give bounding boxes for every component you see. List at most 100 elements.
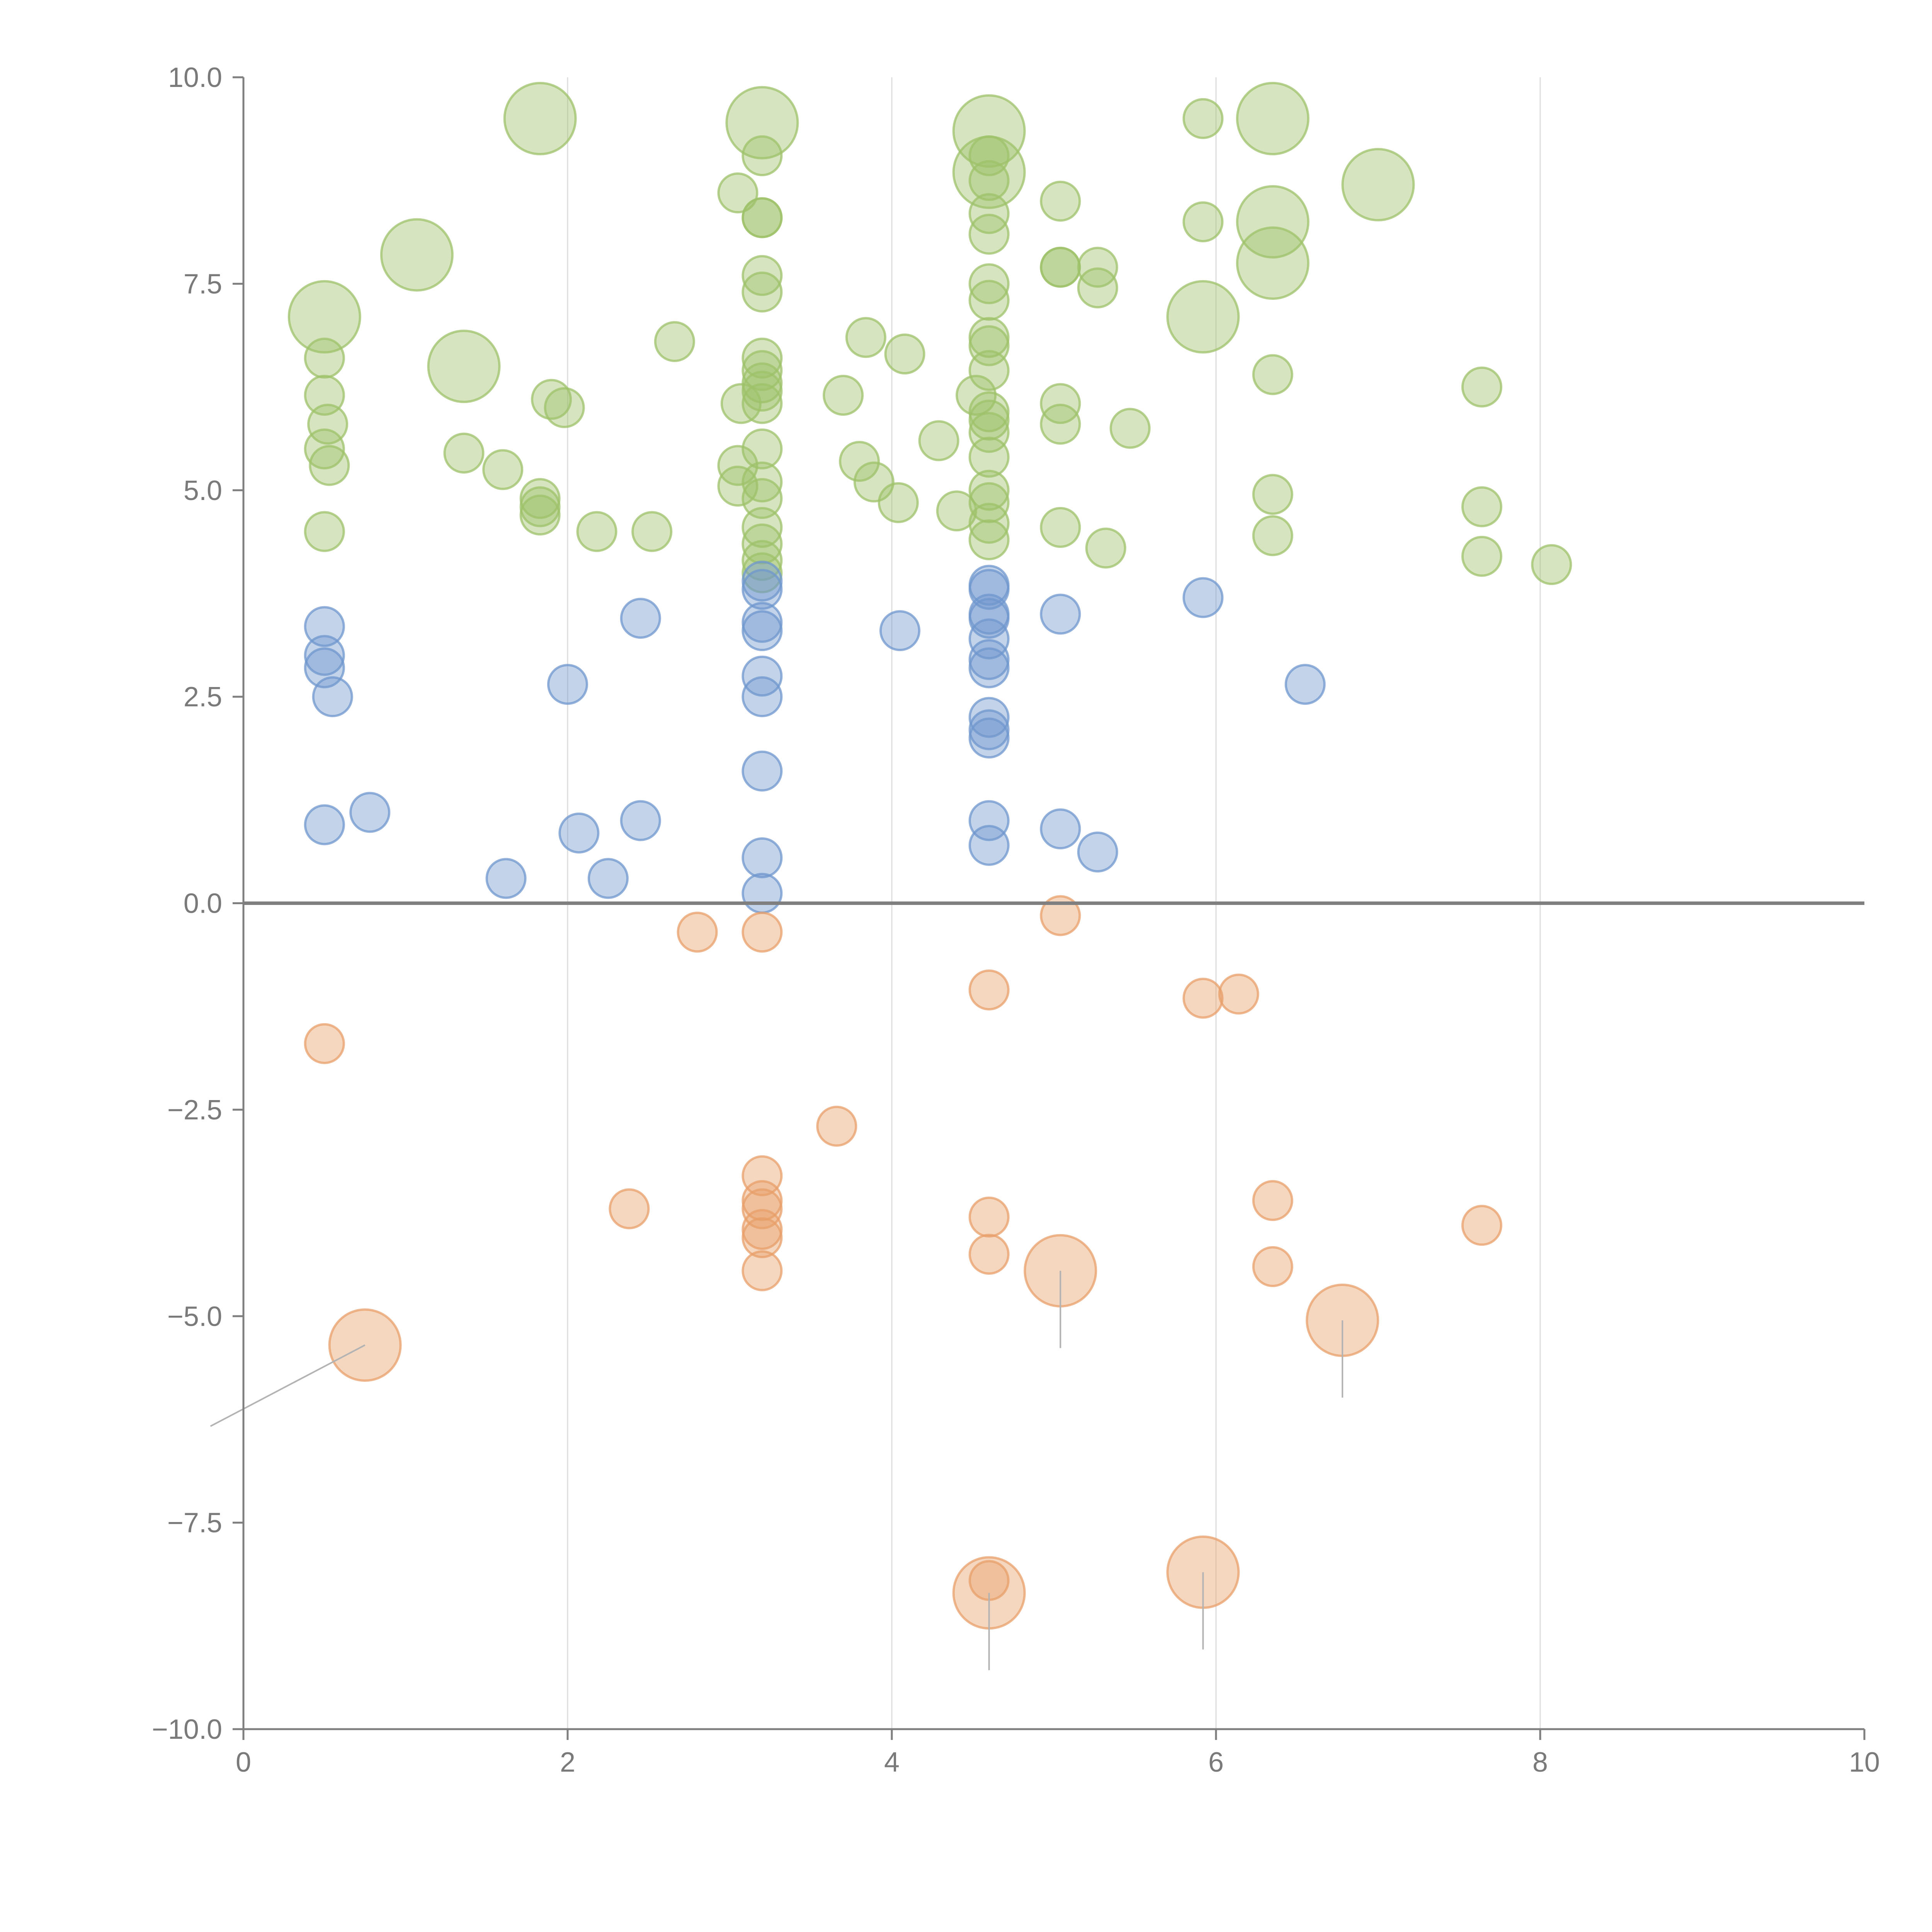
bubble-blue: [968, 718, 1010, 759]
bubble-blue: [742, 837, 783, 878]
bubble-green: [631, 511, 673, 552]
leader-line: [210, 1344, 366, 1427]
bubble-green: [742, 135, 783, 177]
bubble-blue: [485, 858, 527, 899]
y-tick-label: 10.0: [168, 62, 222, 93]
bubble-green: [1461, 536, 1502, 577]
bubble-green: [968, 135, 1010, 177]
bubble-orange: [677, 912, 718, 953]
bubble-green: [1077, 247, 1118, 288]
axes: 0 2 4 6 8 10 10.0 7.5 5.0 2.5 0.0 −2.5 −5.0 −7.5 −10.0: [152, 62, 1880, 1778]
bubble-blue: [742, 750, 783, 792]
bubble-orange: [304, 1023, 345, 1064]
bubble-blue: [968, 800, 1010, 841]
y-tick-label: 5.0: [184, 475, 222, 506]
bubble-green: [443, 432, 485, 474]
y-tick-label: 7.5: [184, 269, 222, 299]
bubble-blue: [968, 825, 1010, 866]
bubble-green: [968, 400, 1010, 441]
bubble-green: [968, 193, 1010, 234]
leader-lines: [210, 1270, 1344, 1670]
bubble-green: [742, 507, 783, 548]
bubble-green: [1085, 527, 1126, 569]
bubble-orange: [1040, 895, 1081, 936]
bubble-green: [845, 317, 886, 358]
bubble-orange: [1218, 973, 1259, 1015]
bubble-green: [742, 371, 783, 412]
bubble-blue: [304, 606, 345, 647]
bubble-blue: [1284, 664, 1326, 705]
x-tick-label: 4: [884, 1747, 900, 1778]
bubble-blue: [620, 598, 661, 639]
bubble-orange: [742, 1155, 783, 1196]
bubble-green: [1252, 354, 1293, 395]
bubble-green: [427, 330, 501, 403]
bubble-green: [1236, 82, 1310, 155]
bubble-green: [968, 469, 1010, 511]
bubble-orange: [742, 912, 783, 953]
bubble-green: [1461, 366, 1502, 408]
bubble-green: [742, 523, 783, 565]
bubble-orange: [968, 1196, 1010, 1238]
bubble-blue: [742, 610, 783, 651]
y-tick-label: −5.0: [167, 1301, 222, 1332]
bubble-blue: [1040, 594, 1081, 635]
bubble-green: [1040, 247, 1081, 288]
bubble-blue: [587, 858, 629, 899]
bubble-green: [519, 494, 561, 536]
bubble-green: [304, 511, 345, 552]
bubble-green: [503, 82, 577, 155]
bubble-green: [742, 337, 783, 379]
bubble-green: [304, 428, 345, 469]
bubble-green: [1109, 408, 1151, 449]
bubble-blue: [620, 800, 661, 841]
x-tick-label: 8: [1532, 1747, 1548, 1778]
bubble-green: [309, 445, 350, 486]
bubble-green: [968, 482, 1010, 523]
bubble-blue: [968, 598, 1010, 639]
x-tick-label: 10: [1849, 1747, 1880, 1778]
bubble-green: [1040, 507, 1081, 548]
bubble-blue: [742, 569, 783, 610]
bubble-green: [742, 383, 783, 424]
bubble-green: [918, 420, 959, 461]
bubble-blue: [1182, 577, 1224, 618]
bubble-blue: [968, 697, 1010, 738]
bubble-green: [1252, 474, 1293, 515]
bubble-green: [1040, 383, 1081, 424]
bubble-green: [1531, 544, 1572, 585]
y-tick-label: −2.5: [167, 1095, 222, 1126]
bubble-green: [717, 172, 759, 214]
bubble-green: [823, 374, 864, 416]
bubble-green: [654, 321, 695, 362]
bubble-green: [304, 337, 345, 379]
bubble-blue: [1040, 808, 1081, 850]
bubble-green: [968, 412, 1010, 453]
bubble-green: [742, 255, 783, 296]
bubble-green: [1236, 185, 1310, 259]
bubble-green: [968, 263, 1010, 304]
bubble-orange: [1252, 1180, 1293, 1221]
bubble-green: [482, 449, 524, 490]
bubble-green: [968, 503, 1010, 544]
bubble-blue: [304, 635, 345, 676]
bubble-blue: [742, 872, 783, 914]
bubble-green: [742, 461, 783, 503]
bubble-blue: [968, 618, 1010, 660]
bubble-orange: [1461, 1205, 1502, 1246]
bubble-green: [287, 280, 361, 354]
data-points: [287, 82, 1572, 1630]
bubble-green: [968, 280, 1010, 321]
bubble-green: [1236, 226, 1310, 300]
x-tick-label: 2: [560, 1747, 575, 1778]
bubble-green: [1040, 180, 1081, 222]
bubble-green: [380, 218, 454, 292]
bubble-blue: [349, 792, 391, 833]
bubble-orange: [609, 1188, 650, 1230]
bubble-green: [1166, 280, 1240, 354]
bubble-orange: [968, 969, 1010, 1010]
bubble-green: [1252, 515, 1293, 556]
bubble-green: [717, 445, 759, 486]
bubble-green: [742, 350, 783, 391]
bubble-green: [742, 197, 783, 238]
